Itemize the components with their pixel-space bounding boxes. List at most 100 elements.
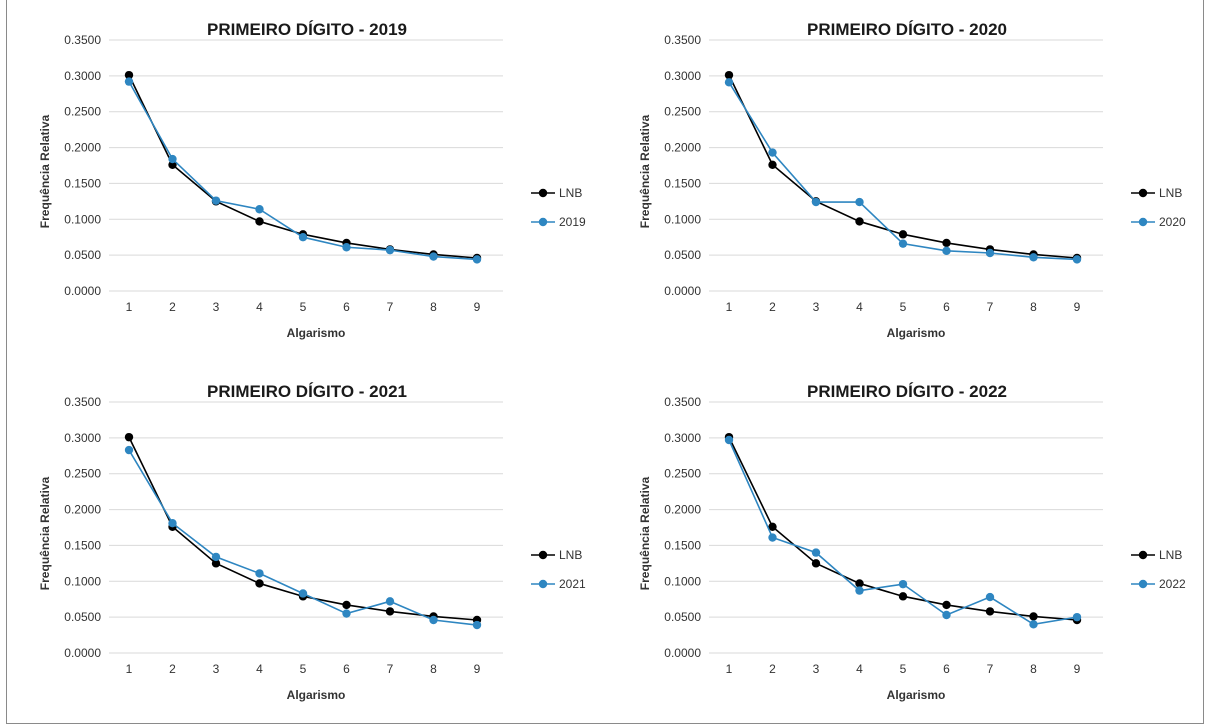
x-axis-label: Algarismo — [887, 688, 946, 702]
x-axis-label: Algarismo — [887, 326, 946, 340]
data-point — [811, 559, 821, 568]
y-tick-label: 0.1500 — [664, 176, 701, 190]
data-point — [255, 569, 264, 578]
legend-swatch-marker — [538, 217, 548, 227]
y-tick-label: 0.0000 — [664, 646, 701, 660]
y-axis-label: Frequência Relativa — [638, 476, 652, 590]
data-point — [255, 579, 264, 588]
data-point — [211, 552, 221, 562]
y-tick-label: 0.2000 — [64, 141, 101, 155]
chart-svg: PRIMEIRO DÍGITO - 2021 0.0000 0.0500 0.1000… — [38, 382, 586, 702]
x-tick-label: 1 — [726, 662, 733, 676]
x-tick-label: 4 — [856, 300, 863, 314]
data-point — [855, 197, 864, 207]
y-tick-label: 0.3500 — [664, 33, 701, 47]
data-point — [124, 445, 134, 455]
data-point — [898, 230, 908, 239]
x-tick-label: 8 — [430, 662, 437, 676]
legend-swatch-marker — [538, 188, 548, 198]
y-tick-label: 0.0000 — [64, 646, 101, 660]
x-tick-label: 6 — [943, 300, 950, 314]
legend-swatch-marker — [1138, 188, 1148, 198]
data-point — [768, 148, 777, 157]
x-tick-label: 1 — [126, 300, 133, 314]
data-point — [211, 559, 221, 568]
legend-label: LNB — [559, 548, 582, 562]
chart-panel-2019: PRIMEIRO DÍGITO - 2019 0.0000 0.0500 0.1000… — [7, 0, 607, 362]
data-point — [768, 522, 777, 531]
y-axis-label: Frequência Relativa — [38, 114, 52, 228]
data-point — [1072, 255, 1082, 264]
y-tick-label: 0.1000 — [664, 574, 701, 588]
legend-swatch-marker — [1138, 217, 1148, 227]
y-tick-label: 0.2000 — [664, 141, 701, 155]
y-tick-label: 0.3500 — [664, 395, 701, 409]
data-point — [942, 610, 951, 620]
y-tick-label: 0.3000 — [664, 431, 701, 445]
data-point — [942, 600, 951, 610]
chart-title: PRIMEIRO DÍGITO - 2021 — [207, 382, 407, 401]
y-tick-label: 0.0000 — [664, 284, 701, 298]
y-tick-label: 0.3500 — [64, 33, 101, 47]
data-point — [855, 586, 864, 595]
y-tick-label: 0.2000 — [664, 503, 701, 517]
data-point — [1029, 620, 1038, 629]
data-point — [985, 607, 995, 616]
legend-label: 2020 — [1159, 215, 1186, 229]
data-point — [942, 246, 951, 256]
data-point — [429, 252, 438, 261]
data-point — [1072, 612, 1082, 622]
data-point — [385, 245, 395, 255]
data-point — [724, 70, 734, 80]
y-tick-label: 0.3000 — [64, 431, 101, 445]
x-tick-label: 6 — [343, 300, 350, 314]
data-point — [342, 243, 351, 252]
chart-svg: PRIMEIRO DÍGITO - 2019 0.0000 0.0500 0.1000… — [38, 20, 586, 340]
data-point — [724, 435, 734, 445]
x-tick-label: 2 — [769, 300, 776, 314]
x-tick-label: 6 — [943, 662, 950, 676]
data-point — [898, 239, 908, 248]
legend-swatch-marker — [538, 579, 548, 589]
x-tick-label: 7 — [987, 300, 994, 314]
data-point — [124, 70, 134, 80]
legend-label: 2022 — [1159, 577, 1186, 591]
x-tick-label: 7 — [387, 300, 394, 314]
data-point — [255, 217, 264, 226]
x-axis-label: Algarismo — [287, 688, 346, 702]
data-point — [472, 255, 482, 264]
data-point — [1029, 253, 1038, 262]
legend-swatch-marker — [1138, 579, 1148, 589]
data-point — [898, 579, 908, 589]
y-tick-label: 0.1500 — [64, 176, 101, 190]
data-point — [855, 217, 864, 226]
x-tick-label: 3 — [213, 300, 220, 314]
data-point — [985, 248, 995, 258]
x-tick-label: 1 — [126, 662, 133, 676]
y-tick-label: 0.0500 — [64, 248, 101, 262]
y-tick-label: 0.3000 — [664, 69, 701, 83]
chart-panel-2021: PRIMEIRO DÍGITO - 2021 0.0000 0.0500 0.1000… — [7, 362, 607, 724]
y-tick-label: 0.2000 — [64, 503, 101, 517]
x-tick-label: 8 — [1030, 300, 1037, 314]
x-tick-label: 4 — [256, 662, 263, 676]
y-tick-label: 0.2500 — [664, 105, 701, 119]
x-tick-label: 9 — [474, 300, 481, 314]
y-tick-label: 0.2500 — [664, 467, 701, 481]
data-point — [768, 160, 777, 169]
legend-swatch-marker — [1138, 550, 1148, 560]
y-tick-label: 0.0500 — [664, 248, 701, 262]
data-point — [985, 592, 995, 602]
legend-label: 2019 — [559, 215, 586, 229]
chart-title: PRIMEIRO DÍGITO - 2020 — [807, 20, 1007, 39]
figure-frame: PRIMEIRO DÍGITO - 2019 0.0000 0.0500 0.1000… — [6, 0, 1204, 724]
data-point — [168, 518, 177, 528]
chart-panel-2020: PRIMEIRO DÍGITO - 2020 0.0000 0.0500 0.1000… — [607, 0, 1207, 362]
y-tick-label: 0.2500 — [64, 467, 101, 481]
data-point — [472, 620, 482, 630]
y-tick-label: 0.0500 — [64, 610, 101, 624]
y-tick-label: 0.0500 — [664, 610, 701, 624]
data-point — [342, 600, 351, 610]
legend-label: LNB — [559, 186, 582, 200]
x-tick-label: 5 — [900, 300, 907, 314]
